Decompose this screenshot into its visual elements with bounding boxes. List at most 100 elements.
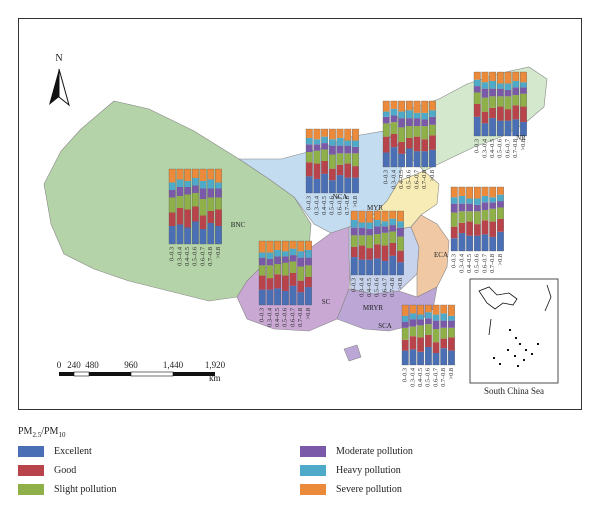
bar-segment-sc-5-4	[297, 251, 304, 258]
bar-segment-nca-3-0	[329, 180, 336, 193]
bar-segment-eca-1-1	[458, 222, 466, 234]
bar-segment-bnc-3-2	[192, 193, 199, 207]
bar-segment-sca-0-4	[402, 315, 409, 322]
legend-title-pm: PM	[18, 426, 33, 437]
bar-segment-nr-5-1	[512, 105, 519, 120]
bar-segment-bnc-5-0	[207, 223, 214, 244]
bar-segment-eca-1-2	[458, 211, 466, 223]
bar-segment-nca-6-2	[352, 153, 359, 167]
bar-segment-nr-2-0	[489, 118, 496, 136]
bar-segment-sca-5-2	[440, 327, 447, 339]
bar-segment-mryr-6-5	[397, 211, 404, 222]
bar-segment-nr-2-1	[489, 107, 496, 119]
scale-tick-0: 0	[57, 360, 62, 370]
bar-segment-nca-0-3	[306, 144, 313, 153]
bar-outline-sca-0	[401, 304, 409, 366]
bar-segment-eca-5-5	[489, 187, 496, 198]
bar-segment-nr-0-3	[474, 86, 481, 93]
bar-segment-sca-4-5	[432, 305, 440, 315]
bar-chart-myr: 0–0.3 0.3–0.4 0.4–0.5 0.5–0.6 0.6–0.7 0.7–0.8…	[383, 100, 436, 189]
bar-segment-sc-3-4	[282, 251, 289, 257]
bar-segment-nca-2-5	[321, 129, 328, 137]
bar-segment-sca-6-2	[448, 327, 455, 338]
bar-segment-myr-6-1	[429, 135, 436, 150]
bar-tick-label-mryr-0: 0–0.3	[351, 278, 358, 292]
bar-outline-nr-1	[481, 71, 489, 137]
bar-tick-label-eca-1: 0.3–0.4	[458, 253, 465, 273]
bar-outline-nr-4	[504, 71, 512, 137]
bar-tick-label-nr-2: 0.4–0.5	[489, 139, 496, 158]
bar-segment-myr-3-1	[406, 137, 413, 149]
bar-segment-eca-6-4	[497, 194, 504, 202]
bar-segment-sc-6-3	[305, 257, 312, 266]
bar-segment-sc-4-0	[289, 285, 297, 305]
bar-segment-bnc-1-5	[176, 169, 184, 180]
bar-tick-label-nca-0: 0–0.3	[306, 196, 313, 210]
bar-segment-eca-5-3	[489, 202, 496, 209]
bar-segment-bnc-2-4	[184, 181, 191, 187]
bar-outline-sc-5	[297, 240, 305, 306]
bar-outline-eca-3	[473, 186, 481, 252]
bar-segment-nca-4-3	[336, 145, 344, 154]
bar-segment-bnc-5-5	[207, 169, 214, 180]
bar-segment-myr-5-5	[421, 101, 428, 113]
bar-segment-sca-1-2	[409, 326, 417, 337]
bar-outline-eca-5	[489, 186, 497, 252]
bar-segment-mryr-4-0	[381, 260, 389, 275]
bar-segment-nr-6-4	[520, 82, 527, 88]
bar-segment-bnc-2-2	[184, 194, 191, 210]
bar-chart-bnc: 0–0.3 0.3–0.4 0.4–0.5 0.5–0.6 0.6–0.7 0.7–0.8…	[169, 168, 222, 266]
bar-segment-sca-3-1	[425, 335, 432, 347]
bar-segment-myr-0-4	[383, 111, 390, 117]
bar-segment-myr-4-2	[413, 126, 421, 137]
bar-segment-nr-5-4	[512, 80, 519, 88]
bar-segment-sca-1-1	[409, 336, 417, 350]
bar-segment-nca-5-5	[344, 129, 351, 141]
bar-tick-label-sca-6: >0.8	[448, 368, 455, 379]
scale-bar-seg-1	[59, 372, 74, 376]
bar-segment-mryr-5-2	[389, 231, 396, 243]
bar-segment-bnc-5-1	[207, 211, 214, 223]
bar-tick-label-sca-0: 0–0.3	[402, 368, 409, 382]
legend-label-good: Good	[54, 464, 77, 476]
bar-outline-sca-4	[432, 304, 440, 366]
bar-segment-myr-2-0	[398, 153, 405, 167]
legend-title-slash-pm: /PM	[41, 426, 59, 437]
bar-segment-sca-5-3	[440, 320, 447, 328]
bar-segment-bnc-0-5	[169, 169, 176, 183]
bar-tick-label-myr-5: 0.7–0.8	[421, 170, 428, 189]
bar-segment-sc-5-0	[297, 292, 304, 305]
bar-segment-sc-5-5	[297, 241, 304, 252]
bar-segment-sca-6-4	[448, 315, 455, 321]
bar-segment-bnc-5-2	[207, 197, 214, 211]
bar-tick-label-nr-4: 0.6–0.7	[504, 139, 511, 158]
bar-segment-nr-0-4	[474, 79, 481, 87]
bar-outline-bnc-2	[184, 168, 192, 245]
bar-segment-bnc-6-1	[215, 209, 222, 226]
bar-tick-label-eca-0: 0–0.3	[451, 254, 458, 268]
bar-outline-mryr-0	[350, 210, 358, 276]
bar-segment-nr-4-3	[504, 89, 512, 97]
legend-label-heavy-pollution: Heavy pollution	[336, 464, 401, 476]
bar-segment-sca-4-2	[432, 329, 440, 343]
bar-segment-mryr-5-0	[389, 255, 396, 275]
bar-segment-bnc-2-3	[184, 187, 191, 195]
bar-segment-myr-1-2	[390, 122, 398, 134]
bar-segment-sc-1-0	[266, 289, 274, 305]
bar-segment-nca-6-3	[352, 146, 359, 154]
legend-title-sub-25: 2.5	[32, 431, 42, 439]
scale-tick-1440: 1,440	[163, 360, 184, 370]
bar-tick-label-sca-3: 0.5–0.6	[425, 368, 432, 387]
bar-segment-nca-6-4	[352, 140, 359, 147]
legend-item-heavy-pollution: Heavy pollution	[300, 463, 401, 477]
bar-segment-myr-6-0	[429, 149, 436, 167]
bar-segment-mryr-0-2	[351, 235, 358, 247]
bar-outline-myr-5	[421, 100, 429, 168]
bar-segment-sc-2-0	[274, 288, 281, 305]
bar-segment-nca-4-0	[336, 175, 344, 193]
north-arrow: N	[49, 53, 70, 107]
bar-segment-sc-0-3	[259, 257, 266, 266]
bar-segment-nca-0-5	[306, 129, 313, 138]
bar-tick-label-nca-3: 0.5–0.6	[329, 196, 336, 215]
bar-segment-sc-1-2	[266, 265, 274, 279]
